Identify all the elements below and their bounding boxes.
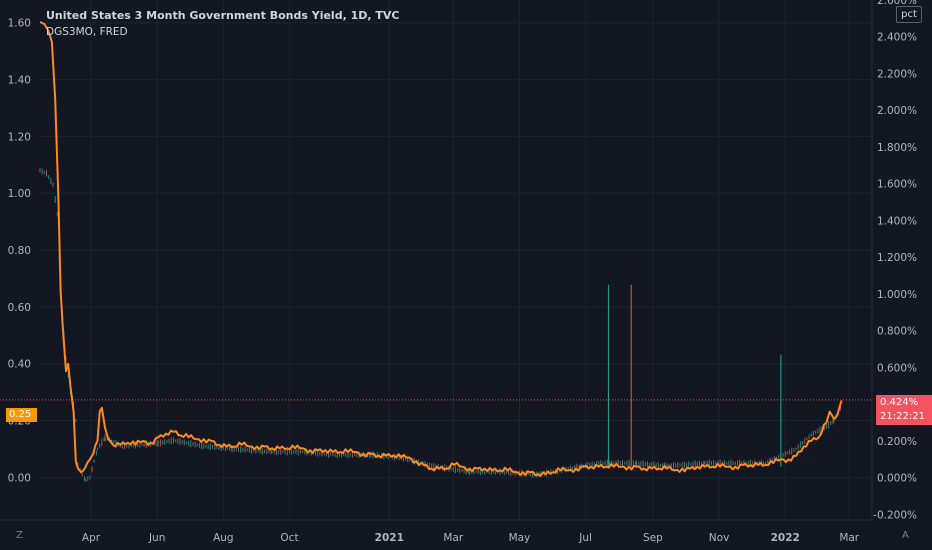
left-tick-label: 1.00 (8, 188, 31, 200)
time-tick-label: Jul (578, 532, 592, 544)
left-price-tag: 0.25 (6, 408, 37, 422)
left-tick-label: 0.00 (8, 472, 31, 484)
right-tick-label: 2.600% (877, 0, 917, 7)
right-tick-label: 2.200% (877, 68, 917, 80)
time-tick-label: Mar (839, 532, 859, 544)
right-tick-label: 0.200% (877, 436, 917, 448)
auto-scale-button[interactable]: A (902, 530, 909, 541)
right-tick-label: 0.000% (877, 473, 917, 485)
time-tick-label: Sep (643, 532, 663, 544)
time-tick-label: 2021 (375, 532, 404, 544)
right-tick-label: 1.000% (877, 289, 917, 301)
time-tick-label: Oct (280, 532, 298, 544)
time-tick-label: Jun (148, 532, 165, 544)
time-tick-label: 2022 (771, 532, 800, 544)
time-tick-label: Mar (443, 532, 463, 544)
time-axis[interactable]: Apr Jun Aug Oct 2021 Mar May Jul Sep Nov 2022 Mar (82, 532, 860, 544)
left-tick-label: 1.60 (8, 18, 31, 30)
right-tick-label: 1.800% (877, 142, 917, 154)
right-price-tag: 0.424% 21:22:21 (876, 395, 932, 425)
time-tick-label: May (509, 532, 531, 544)
last-price-value: 0.424% (880, 397, 919, 408)
right-tick-label: 1.200% (877, 252, 917, 264)
right-tick-label: 0.800% (877, 326, 917, 338)
timezone-button[interactable]: Z (16, 530, 23, 541)
chart-title: United States 3 Month Government Bonds Y… (46, 9, 400, 22)
right-tick-label: 2.400% (877, 32, 917, 44)
right-tick-label: -0.200% (873, 509, 917, 521)
price-spikes (607, 284, 782, 467)
right-tick-label: 0.600% (877, 362, 917, 374)
left-tick-label: 0.40 (8, 359, 31, 371)
left-tick-label: 0.60 (8, 302, 31, 314)
left-tick-label: 0.80 (8, 245, 31, 257)
yield-line-series (39, 21, 843, 477)
time-tick-label: Aug (213, 532, 234, 544)
right-price-axis[interactable]: 2.600% 2.400% 2.200% 2.000% 1.800% 1.600% 1.40… (873, 0, 917, 521)
unit-badge[interactable]: pct (896, 6, 922, 23)
time-tick-label: Nov (709, 532, 730, 544)
right-tick-label: 1.400% (877, 215, 917, 227)
right-tick-label: 2.000% (877, 105, 917, 117)
left-tick-label: 1.20 (8, 131, 31, 143)
chart-subtitle: DGS3MO, FRED (46, 26, 128, 38)
bar-countdown: 21:22:21 (880, 411, 925, 422)
time-tick-label: Apr (82, 532, 101, 544)
right-tick-label: 1.600% (877, 179, 917, 191)
left-tick-label: 1.40 (8, 75, 31, 87)
